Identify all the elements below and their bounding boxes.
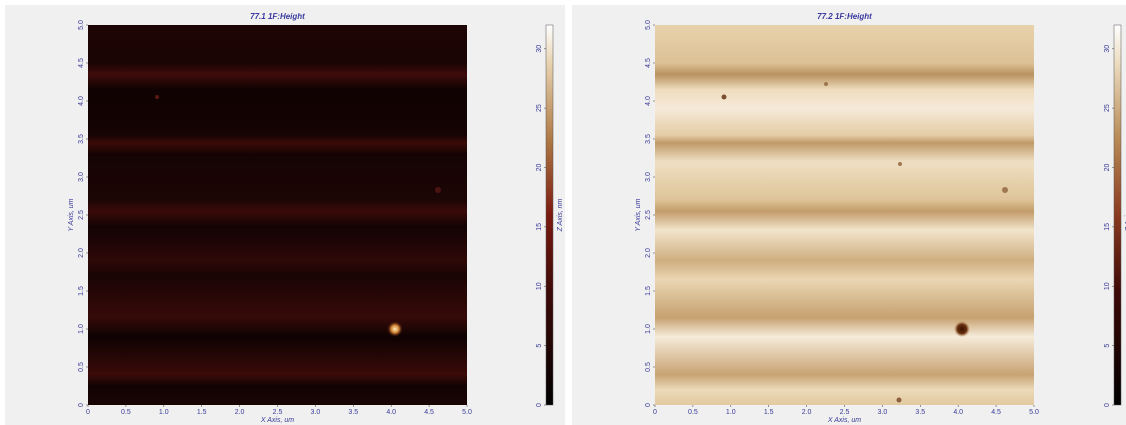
height-image [655,25,1034,405]
y-tick-label: 0 [645,403,652,407]
x-tick-label: 0.5 [688,409,698,416]
x-tick-label: 1.0 [159,409,169,416]
colorbar-tick-label: 30 [1104,45,1111,53]
x-tick-label: 5.0 [462,409,472,416]
y-tick-label: 2.5 [645,210,652,220]
y-tick-label: 1.5 [78,286,85,296]
y-tick-label: 1.0 [645,324,652,334]
particle [954,321,970,337]
x-axis-label: X Axis, um [260,417,294,424]
colorbar-tick-label: 30 [536,45,543,53]
y-tick-label: 4.5 [78,58,85,68]
chart-title: 77.1 1F:Height [250,12,305,21]
colorbar-tick-label: 5 [536,344,543,348]
x-tick-label: 1.5 [764,409,774,416]
particle [896,397,902,403]
particle [155,95,159,99]
colorbar-tick-label: 20 [536,164,543,172]
particle [824,82,828,86]
y-tick-label: 3.0 [645,172,652,182]
particle [898,162,902,166]
y-axis-label: Y Axis, um [68,198,75,231]
particle [721,94,727,100]
x-tick-label: 2.5 [273,409,283,416]
x-tick-label: 5.0 [1029,409,1039,416]
x-tick-label: 3.5 [915,409,925,416]
y-axis-label: Y Axis, um [635,198,642,231]
x-tick-label: 0.5 [121,409,131,416]
y-tick-label: 0 [78,403,85,407]
y-tick-label: 5.0 [78,20,85,30]
colorbar-tick-label: 25 [1104,104,1111,112]
y-tick-label: 3.5 [645,134,652,144]
y-tick-label: 2.5 [78,210,85,220]
z-axis-label: Z Axis, nm [1125,198,1126,232]
x-tick-label: 4.5 [424,409,434,416]
colorbar-tick-label: 5 [1104,344,1111,348]
y-tick-label: 4.0 [78,96,85,106]
x-tick-label: 1.5 [197,409,207,416]
particle [1002,187,1008,193]
x-tick-label: 3.0 [878,409,888,416]
y-tick-label: 1.0 [78,324,85,334]
x-tick-label: 2.0 [802,409,812,416]
colorbar-tick-label: 15 [1104,223,1111,231]
x-tick-label: 2.5 [840,409,850,416]
z-axis-label: Z Axis, nm [557,198,564,232]
colorbar [545,24,554,406]
y-tick-label: 4.5 [645,58,652,68]
y-tick-label: 5.0 [645,20,652,30]
colorbar-tick-label: 15 [536,223,543,231]
height-image [88,25,467,405]
colorbar-tick-label: 25 [536,104,543,112]
y-tick-label: 3.0 [78,172,85,182]
chart-title: 77.2 1F:Height [817,12,872,21]
x-tick-label: 4.0 [386,409,396,416]
y-tick-label: 0.5 [78,362,85,372]
x-tick-label: 4.5 [991,409,1001,416]
x-tick-label: 1.0 [726,409,736,416]
x-axis-label: X Axis, um [827,417,861,424]
y-tick-label: 2.0 [645,248,652,258]
y-tick-label: 1.5 [645,286,652,296]
y-tick-label: 3.5 [78,134,85,144]
x-tick-label: 3.0 [311,409,321,416]
x-tick-label: 0 [86,409,90,416]
x-tick-label: 0 [653,409,657,416]
x-tick-label: 2.0 [235,409,245,416]
colorbar-tick-label: 10 [1104,282,1111,290]
colorbar-tick-label: 0 [1104,403,1111,407]
y-tick-label: 0.5 [645,362,652,372]
x-tick-label: 3.5 [348,409,358,416]
colorbar [1113,24,1122,406]
particle [435,187,441,193]
x-tick-label: 4.0 [953,409,963,416]
colorbar-tick-label: 0 [536,403,543,407]
y-tick-label: 2.0 [78,248,85,258]
colorbar-tick-label: 10 [536,282,543,290]
colorbar-tick-label: 20 [1104,164,1111,172]
y-tick-label: 4.0 [645,96,652,106]
particle [387,321,403,337]
